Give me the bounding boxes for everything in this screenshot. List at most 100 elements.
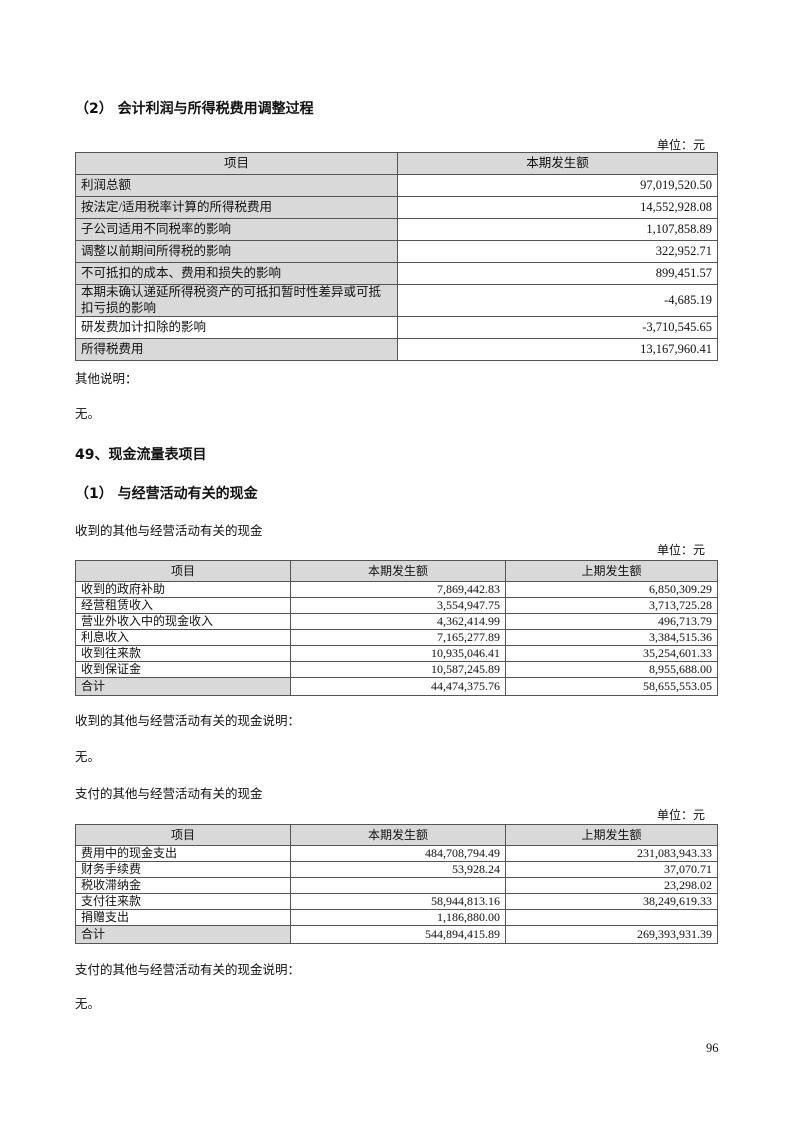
row-current: 10,587,245.89 [290, 661, 506, 678]
received-note-label: 收到的其他与经营活动有关的现金说明： [75, 714, 301, 728]
table-row: 费用中的现金支出 484,708,794.49 231,083,943.33 [75, 845, 718, 862]
table-row: 收到往来款 10,935,046.41 35,254,601.33 [75, 645, 718, 662]
other-notes-label: 其他说明： [75, 372, 138, 386]
total-row: 合计 544,894,415.89 269,393,931.39 [75, 925, 718, 944]
row-current [290, 877, 506, 894]
paid-cash-table: 项目 本期发生额 上期发生额 费用中的现金支出 484,708,794.49 231… [75, 824, 718, 944]
table-row: 利息收入 7,165,277.89 3,384,515.36 [75, 629, 718, 646]
row-item: 支付往来款 [75, 893, 291, 910]
row-prior [505, 909, 718, 926]
table-row: 收到保证金 10,587,245.89 8,955,688.00 [75, 661, 718, 678]
row-item: 利息收入 [75, 629, 291, 646]
paid-note-text: 无。 [75, 997, 101, 1011]
row-current: -3,710,545.65 [397, 316, 718, 340]
row-item: 利润总额 [75, 174, 398, 197]
row-current: 7,869,442.83 [290, 581, 506, 598]
table-row: 营业外收入中的现金收入 4,362,414.99 496,713.79 [75, 613, 718, 630]
section-heading-tax-adjustment: （2） 会计利润与所得税费用调整过程 [75, 101, 314, 117]
total-label: 合计 [75, 677, 291, 696]
row-current: 1,107,858.89 [397, 218, 718, 241]
table-row: 不可抵扣的成本、费用和损失的影响 899,451.57 [75, 262, 718, 285]
row-current: 484,708,794.49 [290, 845, 506, 862]
received-cash-table: 项目 本期发生额 上期发生额 收到的政府补助 7,869,442.83 6,850,… [75, 560, 718, 696]
header-item: 项目 [75, 152, 398, 175]
row-prior: 6,850,309.29 [505, 581, 718, 598]
table-row: 支付往来款 58,944,813.16 38,249,619.33 [75, 893, 718, 910]
row-current: -4,685.19 [397, 283, 718, 318]
row-prior: 3,384,515.36 [505, 629, 718, 646]
row-prior: 8,955,688.00 [505, 661, 718, 678]
unit-label: 单位：元 [656, 543, 705, 557]
row-current: 14,552,928.08 [397, 196, 718, 219]
row-item: 研发费加计扣除的影响 [75, 316, 398, 340]
row-prior: 3,713,725.28 [505, 597, 718, 614]
other-notes-text: 无。 [75, 407, 101, 421]
row-current: 4,362,414.99 [290, 613, 506, 630]
header-current: 本期发生额 [290, 824, 506, 846]
row-item: 营业外收入中的现金收入 [75, 613, 291, 630]
unit-label: 单位：元 [656, 808, 705, 822]
header-current: 本期发生额 [290, 560, 506, 582]
row-item: 收到保证金 [75, 661, 291, 678]
table-row: 捐赠支出 1,186,880.00 [75, 909, 718, 926]
table-row: 收到的政府补助 7,869,442.83 6,850,309.29 [75, 581, 718, 598]
row-item: 经营租赁收入 [75, 597, 291, 614]
unit-label: 单位：元 [656, 138, 705, 152]
table-row: 税收滞纳金 23,298.02 [75, 877, 718, 894]
row-current: 58,944,813.16 [290, 893, 506, 910]
table-row: 按法定/适用税率计算的所得税费用 14,552,928.08 [75, 196, 718, 219]
row-item: 调整以前期间所得税的影响 [75, 240, 398, 263]
row-current: 53,928.24 [290, 861, 506, 878]
table-row: 子公司适用不同税率的影响 1,107,858.89 [75, 218, 718, 241]
total-current: 44,474,375.76 [290, 677, 506, 696]
section-heading-cash-flow: 49、现金流量表项目 [75, 447, 207, 463]
row-prior: 231,083,943.33 [505, 845, 718, 862]
header-item: 项目 [75, 824, 291, 846]
header-item: 项目 [75, 560, 291, 582]
row-item: 收到的政府补助 [75, 581, 291, 598]
table-row: 财务手续费 53,928.24 37,070.71 [75, 861, 718, 878]
table-row: 调整以前期间所得税的影响 322,952.71 [75, 240, 718, 263]
row-item: 所得税费用 [75, 338, 398, 362]
row-prior: 37,070.71 [505, 861, 718, 878]
total-row: 合计 44,474,375.76 58,655,553.05 [75, 677, 718, 696]
table-row: 经营租赁收入 3,554,947.75 3,713,725.28 [75, 597, 718, 614]
total-label: 合计 [75, 925, 291, 944]
row-current: 322,952.71 [397, 240, 718, 263]
row-current: 13,167,960.41 [397, 338, 718, 362]
row-item: 收到往来款 [75, 645, 291, 662]
total-current: 544,894,415.89 [290, 925, 506, 944]
table-row: 本期未确认递延所得税资产的可抵扣暂时性差异或可抵扣亏损的影响 -4,685.19 [75, 283, 718, 318]
row-current: 899,451.57 [397, 262, 718, 285]
row-prior: 35,254,601.33 [505, 645, 718, 662]
row-prior: 23,298.02 [505, 877, 718, 894]
table-row: 利润总额 97,019,520.50 [75, 174, 718, 197]
subsection-heading-operating: （1） 与经营活动有关的现金 [75, 486, 258, 502]
paid-caption: 支付的其他与经营活动有关的现金 [75, 787, 263, 801]
received-note-text: 无。 [75, 750, 101, 764]
row-current: 1,186,880.00 [290, 909, 506, 926]
row-item: 费用中的现金支出 [75, 845, 291, 862]
row-current: 7,165,277.89 [290, 629, 506, 646]
table-row: 所得税费用 13,167,960.41 [75, 338, 718, 362]
row-item: 财务手续费 [75, 861, 291, 878]
row-current: 97,019,520.50 [397, 174, 718, 197]
tax-adjustment-table: 项目 本期发生额 利润总额 97,019,520.50 按法定/适用税率计算的所得税… [75, 152, 718, 362]
header-prior: 上期发生额 [505, 560, 718, 582]
row-item: 按法定/适用税率计算的所得税费用 [75, 196, 398, 219]
paid-note-label: 支付的其他与经营活动有关的现金说明： [75, 963, 301, 977]
table-row: 研发费加计扣除的影响 -3,710,545.65 [75, 316, 718, 340]
row-prior: 496,713.79 [505, 613, 718, 630]
total-prior: 269,393,931.39 [505, 925, 718, 944]
row-current: 10,935,046.41 [290, 645, 506, 662]
row-item: 子公司适用不同税率的影响 [75, 218, 398, 241]
row-item: 不可抵扣的成本、费用和损失的影响 [75, 262, 398, 285]
row-item: 税收滞纳金 [75, 877, 291, 894]
header-current: 本期发生额 [397, 152, 718, 175]
page-number: 96 [706, 1041, 719, 1055]
header-prior: 上期发生额 [505, 824, 718, 846]
received-caption: 收到的其他与经营活动有关的现金 [75, 524, 263, 538]
row-item: 本期未确认递延所得税资产的可抵扣暂时性差异或可抵扣亏损的影响 [75, 283, 398, 318]
row-prior: 38,249,619.33 [505, 893, 718, 910]
total-prior: 58,655,553.05 [505, 677, 718, 696]
